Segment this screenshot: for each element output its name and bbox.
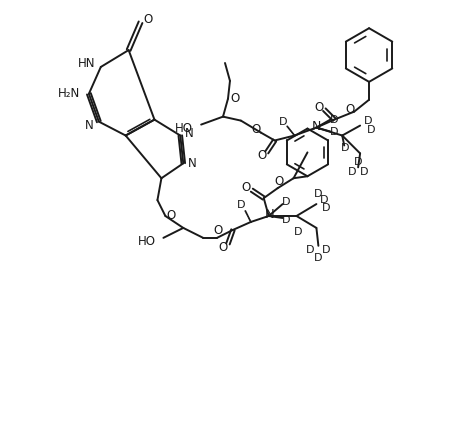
Text: HO: HO — [175, 122, 193, 135]
Text: D: D — [306, 245, 315, 255]
Text: D: D — [367, 124, 375, 135]
Text: O: O — [213, 224, 223, 237]
Text: HN: HN — [78, 57, 96, 70]
Text: O: O — [241, 181, 251, 193]
Text: D: D — [282, 215, 291, 225]
Text: D: D — [294, 227, 303, 237]
Text: O: O — [144, 13, 153, 26]
Text: H₂N: H₂N — [58, 87, 80, 100]
Text: D: D — [330, 127, 338, 136]
Text: D: D — [314, 253, 323, 263]
Text: D: D — [354, 157, 362, 167]
Text: O: O — [315, 101, 324, 114]
Text: D: D — [322, 245, 331, 255]
Text: N: N — [185, 127, 194, 140]
Text: O: O — [346, 103, 355, 116]
Text: D: D — [348, 167, 356, 177]
Text: O: O — [274, 175, 284, 188]
Text: O: O — [257, 149, 266, 162]
Text: D: D — [360, 167, 369, 177]
Text: D: D — [282, 197, 291, 207]
Text: D: D — [330, 115, 338, 124]
Text: O: O — [251, 123, 261, 136]
Text: HO: HO — [137, 236, 155, 248]
Text: D: D — [364, 115, 372, 126]
Text: N: N — [85, 119, 94, 132]
Text: N: N — [188, 157, 197, 170]
Text: N: N — [265, 208, 274, 221]
Text: O: O — [230, 92, 239, 105]
Text: O: O — [218, 241, 228, 254]
Text: D: D — [341, 143, 350, 154]
Text: N: N — [312, 120, 321, 133]
Text: D: D — [320, 195, 328, 205]
Text: D: D — [314, 189, 323, 199]
Text: D: D — [322, 203, 331, 213]
Text: D: D — [237, 200, 245, 210]
Text: D: D — [279, 117, 288, 127]
Text: O: O — [166, 209, 176, 223]
